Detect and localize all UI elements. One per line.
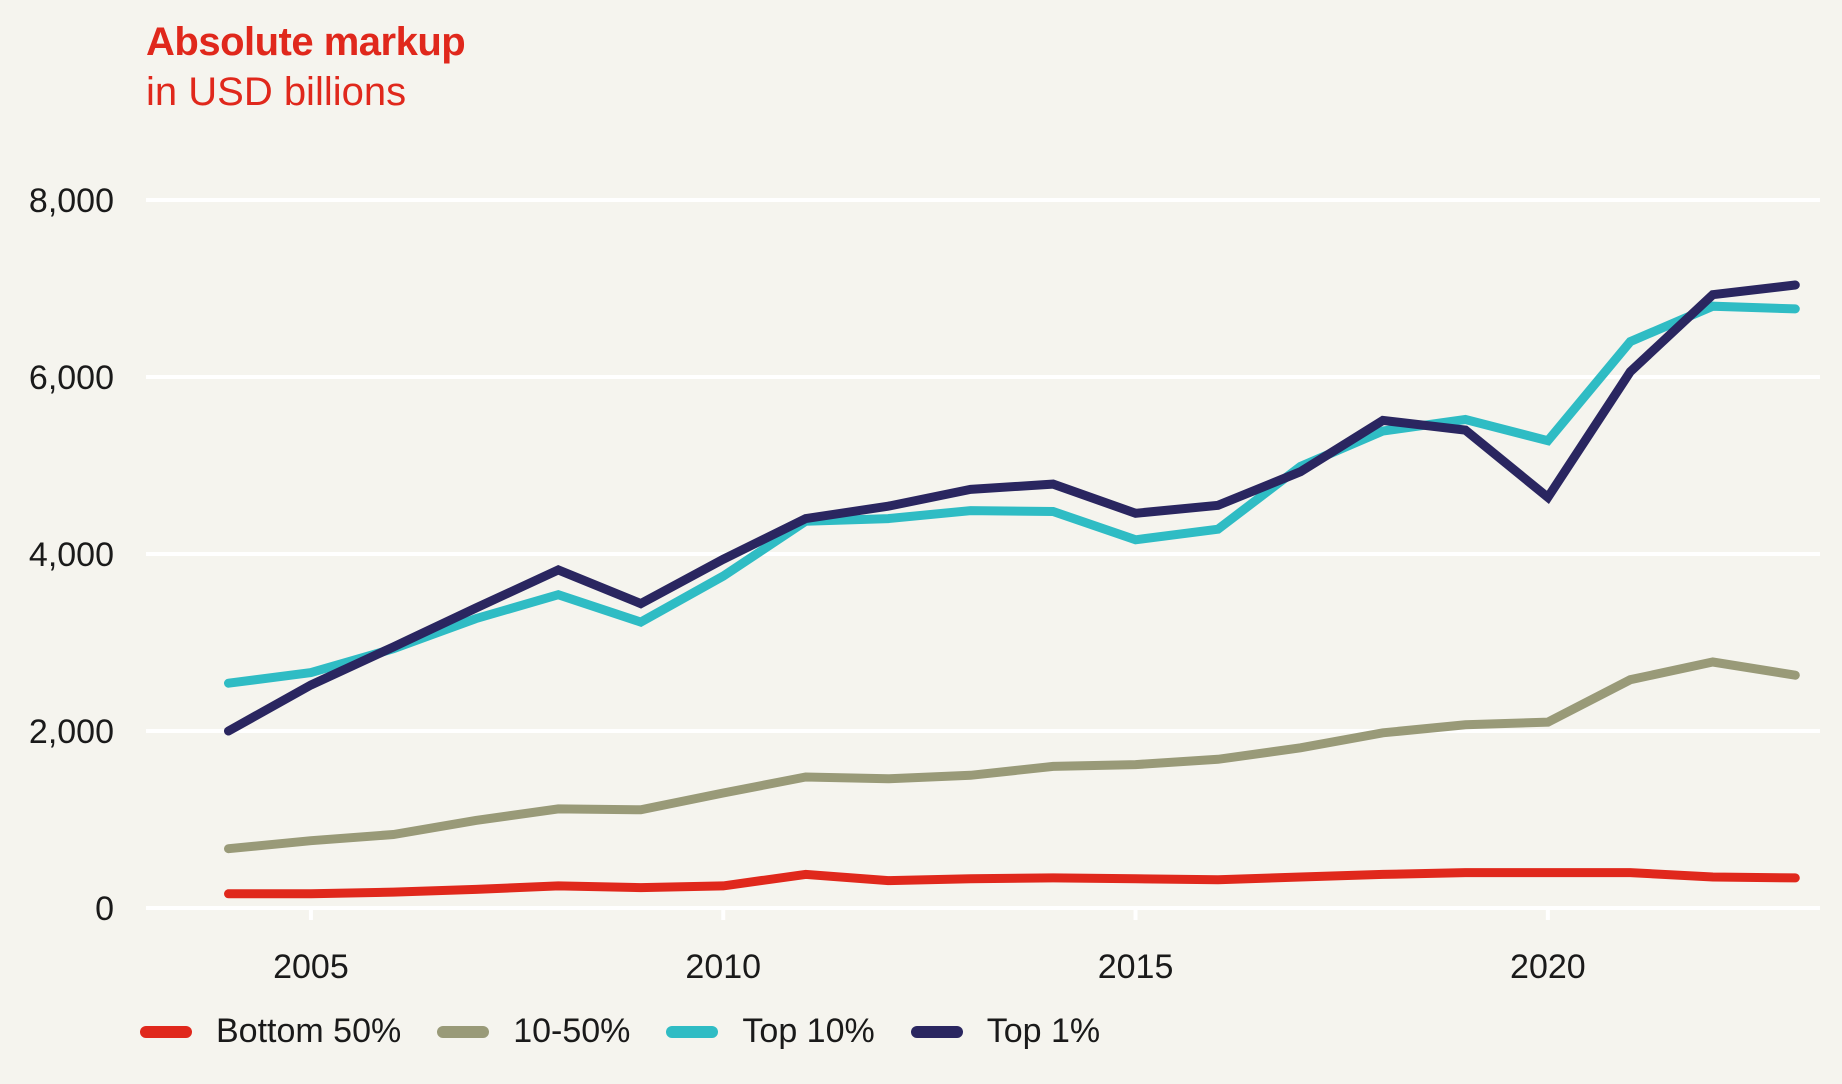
legend-label: 10-50%: [513, 1012, 631, 1050]
x-tick-label: 2005: [273, 948, 349, 986]
legend-item: 10-50%: [437, 1012, 630, 1051]
legend-item: Bottom 50%: [140, 1012, 401, 1051]
legend-item: Top 10%: [666, 1012, 875, 1051]
y-tick-label: 4,000: [29, 536, 114, 574]
x-axis-ticks: 2005 2010 2015 2020: [273, 908, 1586, 986]
y-axis-ticks: 0 2,000 4,000 6,000 8,000: [29, 182, 114, 928]
y-tick-label: 6,000: [29, 359, 114, 397]
chart-title: Absolute markup: [146, 20, 466, 64]
chart-legend: Bottom 50% 10-50% Top 10% Top 1%: [140, 1012, 1136, 1051]
x-tick-label: 2020: [1510, 948, 1586, 986]
series-line-10-50: [224, 657, 1800, 854]
legend-swatch: [140, 1025, 192, 1038]
x-tick-label: 2015: [1098, 948, 1174, 986]
legend-label: Top 10%: [742, 1012, 875, 1050]
legend-label: Top 1%: [986, 1012, 1101, 1050]
gridlines: [146, 198, 1820, 910]
series-lines: [224, 280, 1800, 899]
series-line-top-10: [224, 301, 1800, 688]
y-tick-label: 2,000: [29, 713, 114, 751]
series-line-top-1: [224, 280, 1800, 736]
series-line-bottom-50: [224, 868, 1800, 899]
y-tick-label: 0: [95, 890, 114, 928]
x-tick-label: 2010: [685, 948, 761, 986]
legend-swatch: [666, 1025, 719, 1038]
legend-swatch: [910, 1025, 963, 1038]
y-tick-label: 8,000: [29, 182, 114, 220]
legend-item: Top 1%: [910, 1012, 1101, 1051]
legend-swatch: [437, 1025, 490, 1038]
chart-subtitle: in USD billions: [146, 70, 407, 114]
legend-label: Bottom 50%: [216, 1012, 402, 1050]
